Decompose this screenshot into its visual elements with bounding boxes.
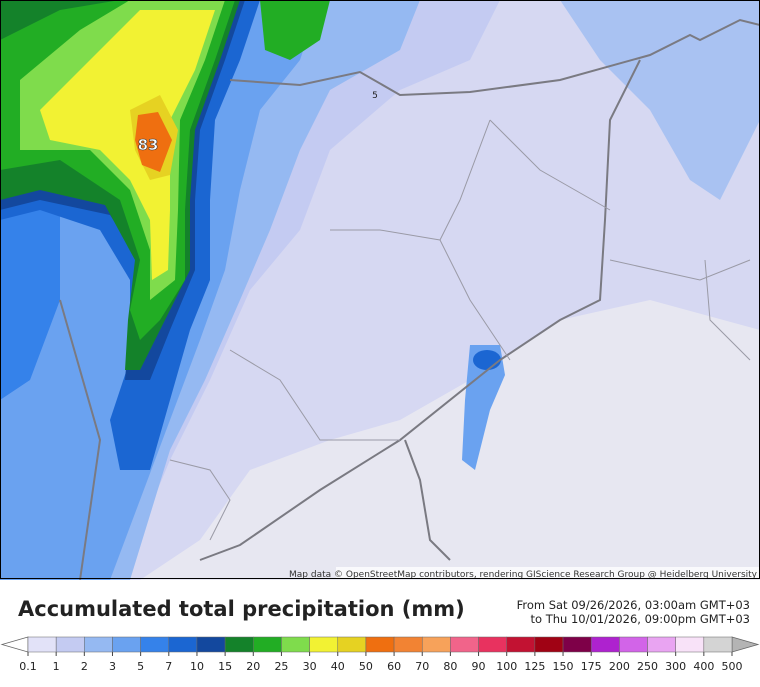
- color-swatch: [421, 636, 451, 653]
- color-swatch: [224, 636, 254, 653]
- border: [199, 59, 641, 561]
- boundaries: [169, 119, 751, 541]
- boundary: [489, 119, 611, 211]
- tick-label: 1: [53, 660, 60, 673]
- color-swatch: [253, 636, 282, 653]
- tick-label: 30: [303, 660, 317, 673]
- color-swatch: [84, 636, 113, 653]
- color-swatch: [675, 636, 705, 653]
- borders: [59, 18, 760, 580]
- color-swatch: [647, 636, 676, 653]
- tick-label: 10: [190, 660, 204, 673]
- tick-label: 15: [218, 660, 232, 673]
- map-value-label: 83: [138, 136, 159, 154]
- color-swatch: [450, 636, 479, 653]
- tick-label: 2: [81, 660, 88, 673]
- color-swatch: [112, 636, 141, 653]
- color-swatch: [140, 636, 170, 653]
- period-start: From Sat 09/26/2026, 03:00am GMT+03: [517, 598, 750, 612]
- color-swatch: [27, 636, 57, 653]
- color-swatch: [590, 636, 620, 653]
- legend-arrow-low: [0, 636, 29, 653]
- color-swatch: [196, 636, 226, 653]
- attribution: Map data © OpenStreetMap contributors, r…: [289, 570, 758, 580]
- precip-area: [462, 345, 505, 470]
- tick-label: 5: [137, 660, 144, 673]
- tick-label: 100: [496, 660, 517, 673]
- tick-label: 200: [609, 660, 630, 673]
- boundary: [169, 459, 231, 541]
- color-swatch: [478, 636, 507, 653]
- boundary: [330, 229, 441, 241]
- border: [404, 439, 451, 561]
- color-swatch: [55, 636, 85, 653]
- tick-label: 70: [415, 660, 429, 673]
- color-swatch: [337, 636, 367, 653]
- legend-arrow-high: [731, 636, 760, 653]
- tick-label: 40: [331, 660, 345, 673]
- border: [229, 18, 760, 97]
- tick-label: 25: [274, 660, 288, 673]
- precip-area: [473, 350, 501, 370]
- boundary: [704, 259, 751, 361]
- legend: Accumulated total precipitation (mm) Fro…: [0, 597, 760, 673]
- color-swatch: [309, 636, 339, 653]
- color-swatch: [703, 636, 733, 653]
- tick-label: 0.1: [19, 660, 37, 673]
- color-swatch: [506, 636, 536, 653]
- tick-label: 300: [665, 660, 686, 673]
- color-swatch: [365, 636, 395, 653]
- boundary: [229, 349, 400, 441]
- attribution-background: [336, 567, 760, 579]
- tick-label: 90: [472, 660, 486, 673]
- color-swatch: [534, 636, 564, 653]
- tick-label: 500: [722, 660, 743, 673]
- color-swatch: [393, 636, 423, 653]
- tick-label: 3: [109, 660, 116, 673]
- color-swatch: [562, 636, 592, 653]
- legend-title: Accumulated total precipitation (mm): [18, 597, 465, 621]
- tick-label: 175: [581, 660, 602, 673]
- tick-label: 400: [693, 660, 714, 673]
- tick-label: 150: [553, 660, 574, 673]
- color-swatch: [168, 636, 198, 653]
- precip-area: [135, 112, 172, 172]
- precip-area: [260, 0, 330, 60]
- tick-label: 50: [359, 660, 373, 673]
- color-swatch: [619, 636, 648, 653]
- tick-label: 60: [387, 660, 401, 673]
- map-value-label: 5: [372, 91, 378, 101]
- precip-area: [40, 10, 215, 280]
- tick-label: 80: [443, 660, 457, 673]
- tick-label: 250: [637, 660, 658, 673]
- tick-label: 7: [165, 660, 172, 673]
- color-swatch: [281, 636, 310, 653]
- tick-label: 125: [524, 660, 545, 673]
- period-end: to Thu 10/01/2026, 09:00pm GMT+03: [531, 612, 750, 626]
- border: [59, 299, 102, 580]
- precip-area: [560, 0, 760, 200]
- precipitation-map: 83 5 Map data © OpenStreetMap contributo…: [0, 0, 760, 580]
- tick-label: 20: [246, 660, 260, 673]
- boundary: [609, 259, 751, 281]
